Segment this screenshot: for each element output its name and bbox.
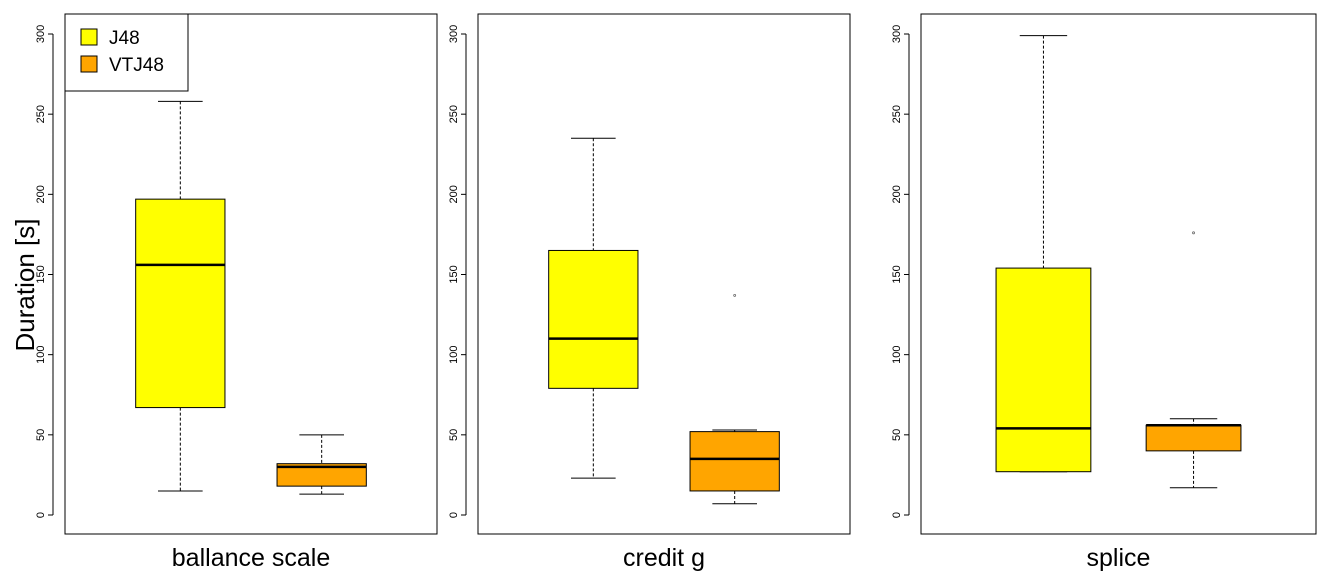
plot-frame	[477, 13, 851, 535]
box-iqr	[276, 463, 367, 487]
x-axis-label: ballance scale	[172, 544, 330, 572]
y-tick-label: 250	[35, 105, 47, 123]
box-vtj48	[1145, 231, 1242, 489]
outlier-point	[1192, 231, 1195, 235]
y-tick-label: 50	[35, 429, 47, 441]
panel-1: 0 50 100 150 200 250 300 ballance scale	[35, 13, 438, 572]
y-tick-label: 150	[35, 265, 47, 283]
legend-label-j48: J48	[109, 28, 140, 49]
box-iqr	[689, 431, 780, 492]
panel-3: 0 50 100 150 200 250 300 splice	[891, 13, 1317, 572]
box-iqr	[995, 267, 1092, 473]
box-vtj48	[276, 434, 367, 495]
box-vtj48	[689, 293, 780, 505]
box-iqr	[1145, 424, 1242, 452]
y-tick-label: 150	[448, 265, 460, 283]
y-tick-label: 50	[448, 429, 460, 441]
plot-frame	[64, 13, 438, 535]
box-j48	[548, 137, 639, 479]
y-tick-label: 300	[35, 25, 47, 43]
y-tick-label: 200	[35, 185, 47, 203]
y-tick-label: 300	[448, 25, 460, 43]
panels-group: 0 50 100 150 200 250 300 ballance scale 0 50 100 15…	[35, 13, 1317, 572]
panel-2: 0 50 100 150 200 250 300 credit g	[448, 13, 851, 572]
box-j48	[995, 35, 1092, 473]
y-tick-label: 250	[891, 105, 903, 123]
legend-swatch-j48	[80, 28, 98, 46]
x-axis-label: credit g	[623, 544, 705, 572]
y-tick-label: 200	[891, 185, 903, 203]
legend-swatch-vtj48	[80, 55, 98, 73]
y-tick-label: 100	[35, 345, 47, 363]
y-tick-label: 150	[891, 265, 903, 283]
y-tick-label: 100	[448, 345, 460, 363]
box-iqr	[135, 198, 226, 409]
y-tick-label: 300	[891, 25, 903, 43]
y-axis-label: Duration [s]	[10, 219, 40, 352]
legend-box	[64, 13, 189, 92]
box-j48	[135, 100, 226, 492]
y-tick-label: 50	[891, 429, 903, 441]
y-tick-label: 0	[448, 512, 460, 518]
legend: J48 VTJ48	[64, 13, 189, 92]
y-tick-label: 250	[448, 105, 460, 123]
legend-label-vtj48: VTJ48	[109, 55, 164, 76]
x-axis-label: splice	[1087, 544, 1151, 572]
y-tick-label: 200	[448, 185, 460, 203]
y-tick-label: 100	[891, 345, 903, 363]
box-iqr	[548, 249, 639, 389]
y-tick-label: 0	[891, 512, 903, 518]
plot-frame	[920, 13, 1317, 535]
y-tick-label: 0	[35, 512, 47, 518]
outlier-point	[733, 293, 737, 297]
